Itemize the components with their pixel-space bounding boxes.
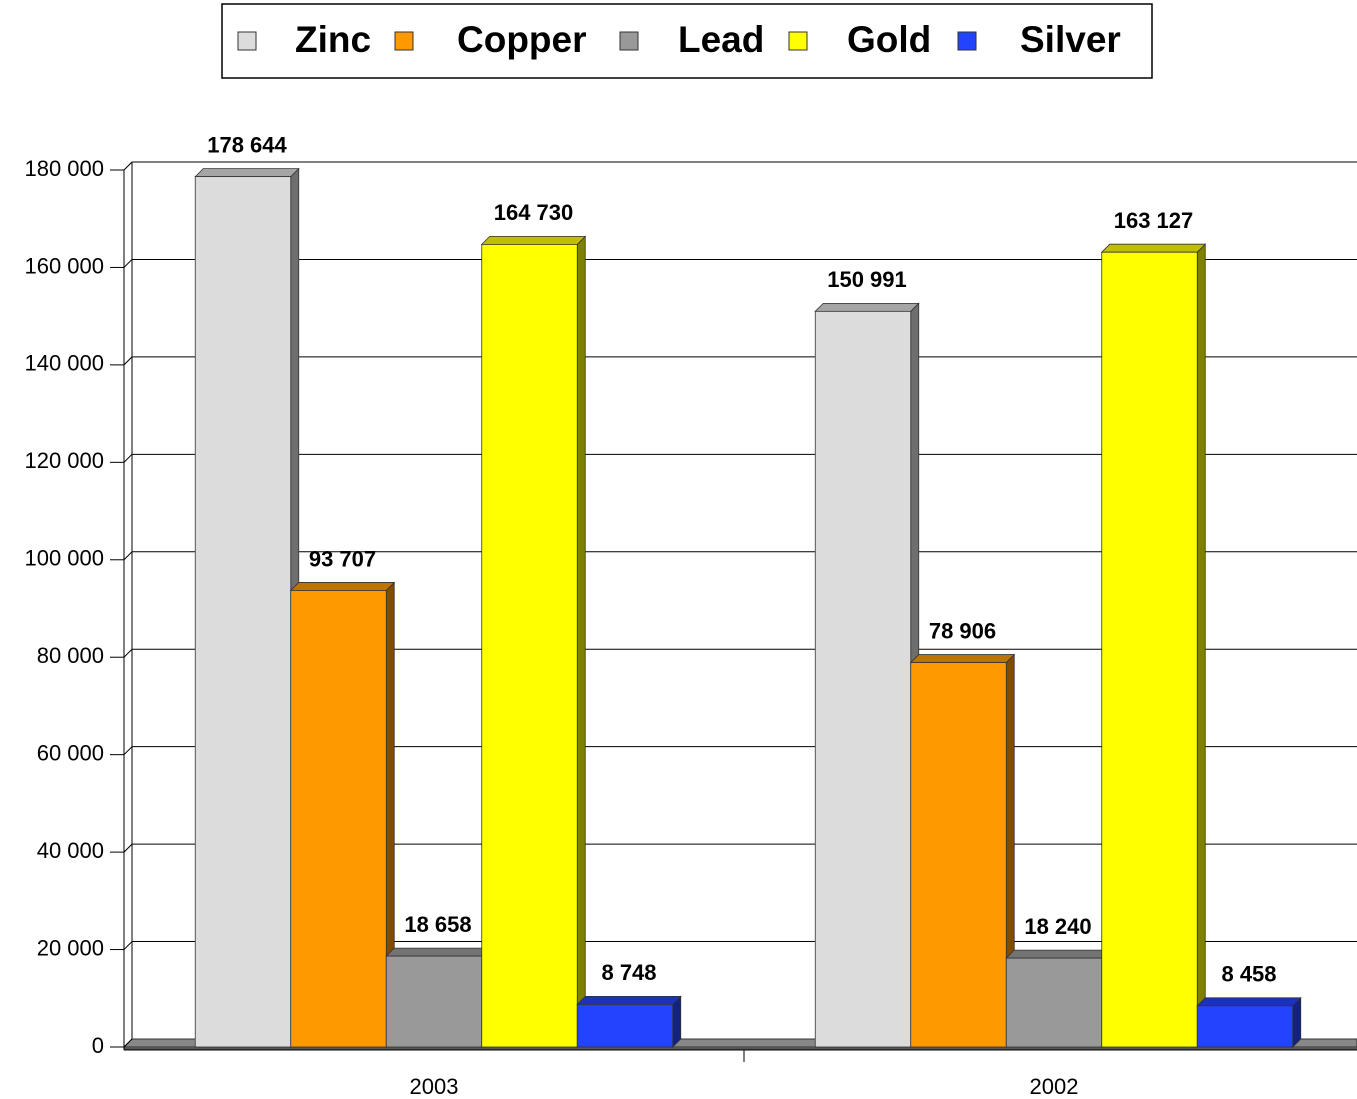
value-label: 163 127	[1114, 208, 1194, 233]
bar-top	[194, 168, 300, 178]
tick-depth	[123, 941, 133, 950]
tick-depth	[123, 161, 133, 171]
bar-side	[576, 235, 586, 1048]
value-label: 93 707	[309, 546, 376, 571]
tick-depth	[123, 453, 133, 463]
bar	[481, 243, 578, 1048]
bar-top	[576, 995, 682, 1005]
bar-top	[1005, 949, 1111, 959]
tick-depth	[123, 1038, 133, 1048]
tick-depth	[123, 843, 133, 853]
tick-depth	[123, 259, 133, 268]
value-label: 18 240	[1024, 914, 1091, 939]
legend-swatch	[237, 31, 257, 51]
bar	[576, 1003, 674, 1048]
y-tick-label: 20 000	[37, 935, 104, 960]
value-label: 8 748	[601, 960, 656, 985]
bar-top	[1196, 997, 1302, 1007]
tick-depth	[123, 746, 133, 756]
legend-box	[221, 3, 1153, 79]
y-tick-label: 0	[92, 1033, 104, 1058]
x-tick-label: 2002	[1030, 1074, 1079, 1099]
legend-label: Copper	[457, 19, 587, 60]
value-label: 18 658	[404, 912, 471, 937]
bar-top	[909, 654, 1016, 663]
bar-top	[385, 947, 491, 957]
value-label: 78 906	[929, 618, 996, 643]
bar	[194, 176, 292, 1048]
y-tick-label: 120 000	[24, 448, 104, 473]
y-tick-label: 100 000	[24, 546, 104, 571]
legend-swatch	[957, 31, 977, 51]
bar	[290, 590, 387, 1048]
legend-label: Silver	[1020, 19, 1121, 60]
bar-side	[1196, 243, 1206, 1048]
tick-depth	[123, 356, 133, 366]
bar	[1101, 251, 1198, 1048]
legend-swatch	[788, 31, 808, 51]
floor-front	[124, 1047, 1357, 1050]
y-tick-label: 160 000	[24, 253, 104, 278]
value-label: 164 730	[494, 200, 574, 225]
bar-top	[289, 582, 396, 591]
legend-swatch	[619, 31, 639, 51]
value-label: 8 458	[1221, 962, 1276, 987]
bar	[910, 662, 1007, 1048]
bar-side	[672, 995, 682, 1048]
x-tick-label: 2003	[410, 1074, 459, 1099]
y-tick-label: 60 000	[37, 740, 104, 765]
value-label: 150 991	[827, 267, 907, 292]
legend-label: Gold	[847, 19, 931, 60]
bar	[385, 955, 483, 1048]
bar	[1005, 957, 1103, 1048]
bar-side	[1292, 996, 1302, 1048]
bar	[1196, 1005, 1294, 1048]
bar-top	[1100, 243, 1207, 253]
y-tick-label: 40 000	[37, 838, 104, 863]
legend-label: Zinc	[295, 19, 371, 60]
bar-top	[480, 235, 587, 245]
value-label: 178 644	[207, 132, 287, 157]
bar-top	[814, 302, 920, 312]
y-tick-label: 180 000	[24, 156, 104, 181]
tick-depth	[123, 551, 133, 561]
legend-swatch	[394, 31, 414, 51]
bar	[814, 310, 912, 1048]
legend-label: Lead	[678, 19, 764, 60]
y-tick-label: 80 000	[37, 643, 104, 668]
y-tick-label: 140 000	[24, 351, 104, 376]
tick-depth	[123, 648, 133, 658]
